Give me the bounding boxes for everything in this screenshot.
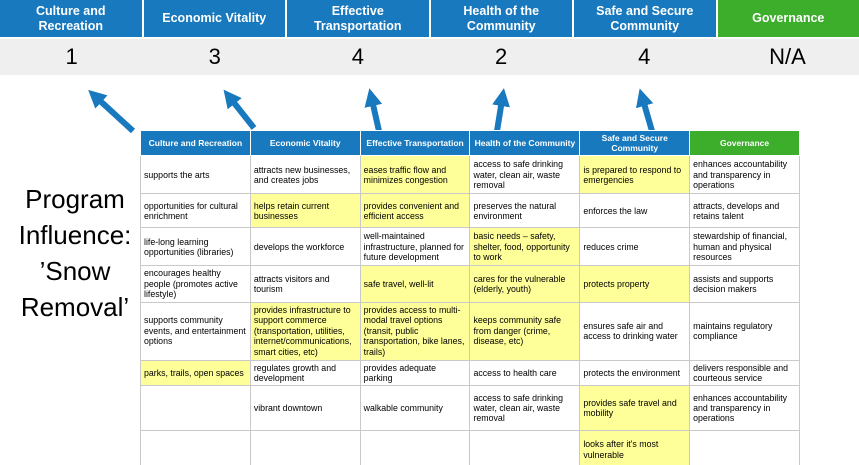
matrix-row: opportunities for cultural enrichment hel… xyxy=(140,193,800,229)
score-value-safe-and-secure-community: 4 xyxy=(638,44,651,69)
score-value-effective-transportation: 4 xyxy=(351,44,365,69)
matrix-cell: attracts visitors and tourism xyxy=(249,265,361,303)
scoreboard-header-culture-and-recreation: Culture and Recreation xyxy=(0,0,144,37)
matrix-cell: parks, trails, open spaces xyxy=(140,359,251,387)
matrix-cell: is prepared to respond to emergencies xyxy=(579,155,691,195)
matrix-cell: enhances accountability and transparency… xyxy=(689,385,800,432)
matrix-cell: preserves the natural environment xyxy=(469,193,581,229)
matrix-header-row: Culture and Recreation Economic Vitality E… xyxy=(140,129,800,157)
matrix-cell: attracts, develops and retains talent xyxy=(689,193,800,229)
matrix-cell: regulates growth and development xyxy=(249,359,361,387)
matrix-cell: encourages healthy people (promotes acti… xyxy=(140,265,251,303)
matrix-cell: looks after it's most vulnerable xyxy=(579,430,691,465)
matrix-column-header: Economic Vitality xyxy=(249,129,361,157)
score-value-economic-vitality: 3 xyxy=(208,44,221,69)
matrix-cell: access to safe drinking water, clean air… xyxy=(469,385,581,432)
matrix-column-header: Governance xyxy=(689,129,800,157)
influence-arrow-icon xyxy=(492,88,510,132)
scoreboard-header-effective-transportation: Effective Transportation xyxy=(287,0,431,37)
matrix-cell xyxy=(469,430,581,465)
influence-arrow-icon xyxy=(223,89,257,130)
matrix-cell: provides safe travel and mobility xyxy=(579,385,691,432)
matrix-cell: supports the arts xyxy=(140,155,251,195)
matrix-cell: stewardship of financial, human and phys… xyxy=(689,227,800,267)
matrix-cell xyxy=(689,430,800,465)
influence-arrow-icon xyxy=(364,88,383,132)
matrix-cell: enhances accountability and transparency… xyxy=(689,155,800,195)
score-value-health-of-the-community: 2 xyxy=(494,44,508,69)
scoreboard-header-safe-and-secure-community: Safe and Secure Community xyxy=(574,0,718,37)
matrix-cell: attracts new businesses, and creates job… xyxy=(249,155,361,195)
matrix-row: life-long learning opportunities (librar… xyxy=(140,227,800,267)
matrix-cell: assists and supports decision makers xyxy=(689,265,800,303)
matrix-column-header: Effective Transportation xyxy=(359,129,471,157)
matrix-cell: provides access to multi-modal travel op… xyxy=(359,301,471,361)
matrix-cell: keeps community safe from danger (crime,… xyxy=(469,301,581,361)
matrix-row: encourages healthy people (promotes acti… xyxy=(140,265,800,303)
scoreboard-header-health-of-the-community: Health of the Community xyxy=(430,0,574,37)
matrix-row: supports community events, and entertain… xyxy=(140,301,800,361)
matrix-cell: opportunities for cultural enrichment xyxy=(140,193,251,229)
matrix-cell: walkable community xyxy=(359,385,471,432)
matrix-cell: reduces crime xyxy=(579,227,691,267)
scoreboard-header-governance: Governance xyxy=(717,0,859,37)
scoreboard-values-row: 1 3 4 2 4 N/A xyxy=(0,37,859,75)
score-value-governance: N/A xyxy=(769,44,806,69)
matrix-cell: protects property xyxy=(579,265,691,303)
influence-arrow-icon xyxy=(636,88,655,132)
matrix-cell xyxy=(140,430,251,465)
scoreboard-header-economic-vitality: Economic Vitality xyxy=(143,0,287,37)
matrix-cell: basic needs – safety, shelter, food, opp… xyxy=(469,227,581,267)
matrix-cell: access to health care xyxy=(469,359,581,387)
matrix-cell: protects the environment xyxy=(579,359,691,387)
matrix-cell xyxy=(249,430,361,465)
matrix-cell: life-long learning opportunities (librar… xyxy=(140,227,251,267)
matrix-cell: eases traffic flow and minimizes congest… xyxy=(359,155,471,195)
matrix-column-header: Health of the Community xyxy=(469,129,581,157)
matrix-cell: well-maintained infrastructure, planned … xyxy=(359,227,471,267)
matrix-row: parks, trails, open spaces regulates grow… xyxy=(140,359,800,387)
program-influence-label: Program Influence: ’Snow Removal’ xyxy=(18,184,132,322)
matrix-cell: vibrant downtown xyxy=(249,385,361,432)
matrix-cell: enforces the law xyxy=(579,193,691,229)
matrix-cell: ensures safe air and access to drinking … xyxy=(579,301,691,361)
matrix-row: looks after it's most vulnerable xyxy=(140,430,800,465)
matrix-cell: helps retain current businesses xyxy=(249,193,361,229)
matrix-row: supports the arts attracts new businesses… xyxy=(140,155,800,195)
benefit-matrix-table: Culture and Recreation Economic Vitality E… xyxy=(140,129,800,465)
matrix-cell xyxy=(359,430,471,465)
matrix-cell: safe travel, well-lit xyxy=(359,265,471,303)
matrix-cell: supports community events, and entertain… xyxy=(140,301,251,361)
matrix-cell: access to safe drinking water, clean air… xyxy=(469,155,581,195)
matrix-cell: develops the workforce xyxy=(249,227,361,267)
matrix-body: supports the arts attracts new businesses… xyxy=(140,155,800,465)
matrix-column-header: Safe and Secure Community xyxy=(579,129,691,157)
matrix-cell xyxy=(140,385,251,432)
scoreboard-header-row: Culture and Recreation Economic Vitality… xyxy=(0,0,859,37)
matrix-row: vibrant downtown walkable community access… xyxy=(140,385,800,432)
matrix-cell: provides infrastructure to support comme… xyxy=(249,301,361,361)
matrix-cell: delivers responsible and courteous servi… xyxy=(689,359,800,387)
influence-arrow-icon xyxy=(88,89,136,134)
matrix-cell: maintains regulatory compliance xyxy=(689,301,800,361)
matrix-cell: provides convenient and efficient access xyxy=(359,193,471,229)
matrix-cell: provides adequate parking xyxy=(359,359,471,387)
score-value-culture-and-recreation: 1 xyxy=(65,44,78,69)
matrix-column-header: Culture and Recreation xyxy=(140,129,251,157)
matrix-cell: cares for the vulnerable (elderly, youth… xyxy=(469,265,581,303)
